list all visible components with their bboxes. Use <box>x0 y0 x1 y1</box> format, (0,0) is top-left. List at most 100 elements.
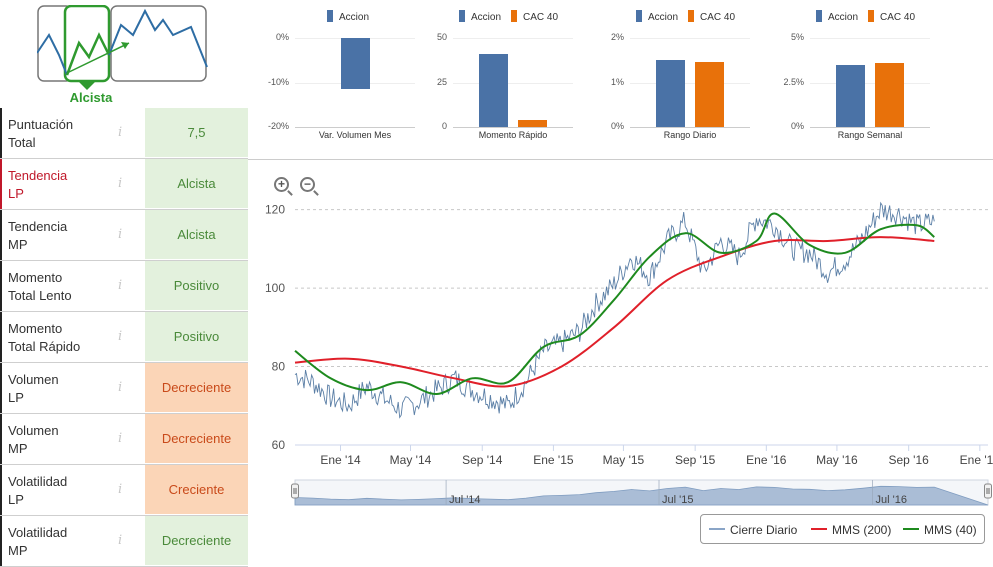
rating-row[interactable]: Tendencia LP i Alcista <box>0 159 248 210</box>
rating-label-line-2: MP <box>8 237 28 252</box>
mini-y-tick: -10% <box>267 76 289 87</box>
trend-cards[interactable] <box>37 5 209 105</box>
info-icon[interactable]: i <box>118 329 123 344</box>
navigator-tick-label: Jul '14 <box>449 494 480 506</box>
mini-axis <box>810 127 930 128</box>
rating-row[interactable]: Momento Total Lento i Positivo <box>0 261 248 312</box>
rating-label-line-1: Puntuación <box>8 117 74 132</box>
mini-gridline <box>453 38 573 39</box>
rating-label-line-1: Momento <box>8 321 63 336</box>
legend-swatch-mms40 <box>903 528 919 530</box>
zoom-out-icon[interactable]: − <box>300 177 315 192</box>
legend-item-mms200[interactable]: MMS (200) <box>811 523 891 537</box>
mini-chart: Accion CAC 40 2% 1% 0% Rango Diario <box>590 0 780 150</box>
info-icon[interactable]: i <box>118 278 123 293</box>
trend-card-lateral-bajista[interactable] <box>110 5 207 82</box>
info-icon[interactable]: i <box>118 482 123 497</box>
rating-label-line-1: Tendencia <box>8 219 68 234</box>
rating-row[interactable]: Volumen LP i Decreciente <box>0 363 248 414</box>
mini-legend-item[interactable]: Accion <box>459 10 501 23</box>
rating-row[interactable]: Tendencia MP i Alcista <box>0 210 248 261</box>
legend-item-cierre[interactable]: Cierre Diario <box>709 523 797 537</box>
mini-gridline <box>453 82 573 84</box>
mini-axis <box>295 127 415 128</box>
rating-label-line-2: LP <box>8 492 24 507</box>
mini-legend-item[interactable]: CAC 40 <box>511 10 558 23</box>
navigator-tick-label: Jul '15 <box>662 494 693 506</box>
rating-row[interactable]: Volatilidad LP i Creciente <box>0 465 248 516</box>
legend-swatch-mms200 <box>811 528 827 530</box>
mini-legend-item[interactable]: CAC 40 <box>868 10 916 23</box>
legend-label-mms200: MMS (200) <box>832 523 892 537</box>
y-tick-label: 120 <box>265 203 285 217</box>
rating-label: Momento Total Lento <box>0 261 143 311</box>
mini-legend-label: CAC 40 <box>880 12 916 23</box>
mini-axis <box>630 127 750 128</box>
mini-legend: Accion CAC 40 <box>816 10 925 23</box>
info-icon[interactable]: i <box>118 533 123 548</box>
zoom-in-icon[interactable]: + <box>274 177 289 192</box>
info-icon[interactable]: i <box>118 176 123 191</box>
rating-table: Puntuación Total i 7,5 Tendencia LP i Alcista Te… <box>0 108 248 567</box>
navigator-tick-label: Jul '16 <box>876 494 907 506</box>
mini-legend: Accion <box>327 10 379 23</box>
y-tick-label: 60 <box>272 438 286 452</box>
mini-legend: Accion CAC 40 <box>459 10 568 23</box>
mini-y-tick: 25 <box>436 76 447 87</box>
legend-item-mms40[interactable]: MMS (40) <box>903 523 977 537</box>
x-tick-label: May '16 <box>816 453 858 467</box>
mini-legend-swatch <box>816 10 822 22</box>
mini-bar <box>836 64 865 127</box>
legend-label-mms40: MMS (40) <box>924 523 977 537</box>
navigator-handle-right[interactable] <box>984 483 992 499</box>
y-tick-label: 80 <box>272 360 286 374</box>
mini-y-tick: -20% <box>267 121 289 131</box>
chart-legend: Cierre Diario MMS (200) MMS (40) <box>700 514 985 544</box>
trend-line-bajista <box>37 33 68 76</box>
trend-line-lateral <box>108 8 208 68</box>
x-tick-label: Ene '14 <box>320 453 361 467</box>
info-icon[interactable]: i <box>118 227 123 242</box>
mini-legend-item[interactable]: CAC 40 <box>688 10 735 23</box>
x-tick-label: Sep '15 <box>675 453 716 467</box>
info-icon[interactable]: i <box>118 380 123 395</box>
mini-y-tick: 0% <box>275 32 289 42</box>
mini-legend-swatch <box>636 10 642 22</box>
mini-y-tick: 2.5% <box>783 76 804 87</box>
navigator-handle-left[interactable] <box>291 483 299 499</box>
y-tick-label: 100 <box>265 281 285 295</box>
mini-category-label: Rango Diario <box>663 130 717 140</box>
rating-value: Decreciente <box>145 414 248 463</box>
trend-card-alcista[interactable] <box>63 5 111 83</box>
x-tick-label: Ene '15 <box>533 453 574 467</box>
rating-label-line-2: Total Rápido <box>8 339 81 354</box>
rating-row[interactable]: Volumen MP i Decreciente <box>0 414 248 465</box>
rating-row[interactable]: Momento Total Rápido i Positivo <box>0 312 248 363</box>
rating-label: Puntuación Total <box>0 108 143 158</box>
mini-bar <box>875 62 904 127</box>
rating-label-line-2: Total <box>8 135 36 150</box>
x-tick-label: Sep '14 <box>462 453 503 467</box>
rating-value: Decreciente <box>145 363 248 412</box>
info-icon[interactable]: i <box>118 431 123 446</box>
info-icon[interactable]: i <box>118 125 123 140</box>
rating-value: Positivo <box>145 261 248 310</box>
mini-axis <box>453 127 573 128</box>
section-divider <box>248 159 993 160</box>
rating-value: Decreciente <box>145 516 248 565</box>
rating-row[interactable]: Volatilidad MP i Decreciente <box>0 516 248 567</box>
rating-label-line-2: Total Lento <box>8 288 72 303</box>
mini-legend-item[interactable]: Accion <box>636 10 678 23</box>
rating-value: Creciente <box>145 465 248 514</box>
mini-y-tick: 0% <box>790 121 804 131</box>
mini-legend-item[interactable]: Accion <box>327 10 369 23</box>
rating-label-line-1: Volumen <box>8 423 59 438</box>
mini-y-tick: 50 <box>436 32 447 42</box>
rating-label-line-1: Tendencia <box>8 168 68 183</box>
mini-y-tick: 0% <box>610 121 624 131</box>
mini-bar <box>656 60 685 127</box>
rating-value: 7,5 <box>145 108 248 157</box>
rating-row[interactable]: Puntuación Total i 7,5 <box>0 108 248 159</box>
selected-pointer-icon <box>79 82 95 90</box>
mini-legend-item[interactable]: Accion <box>816 10 858 23</box>
